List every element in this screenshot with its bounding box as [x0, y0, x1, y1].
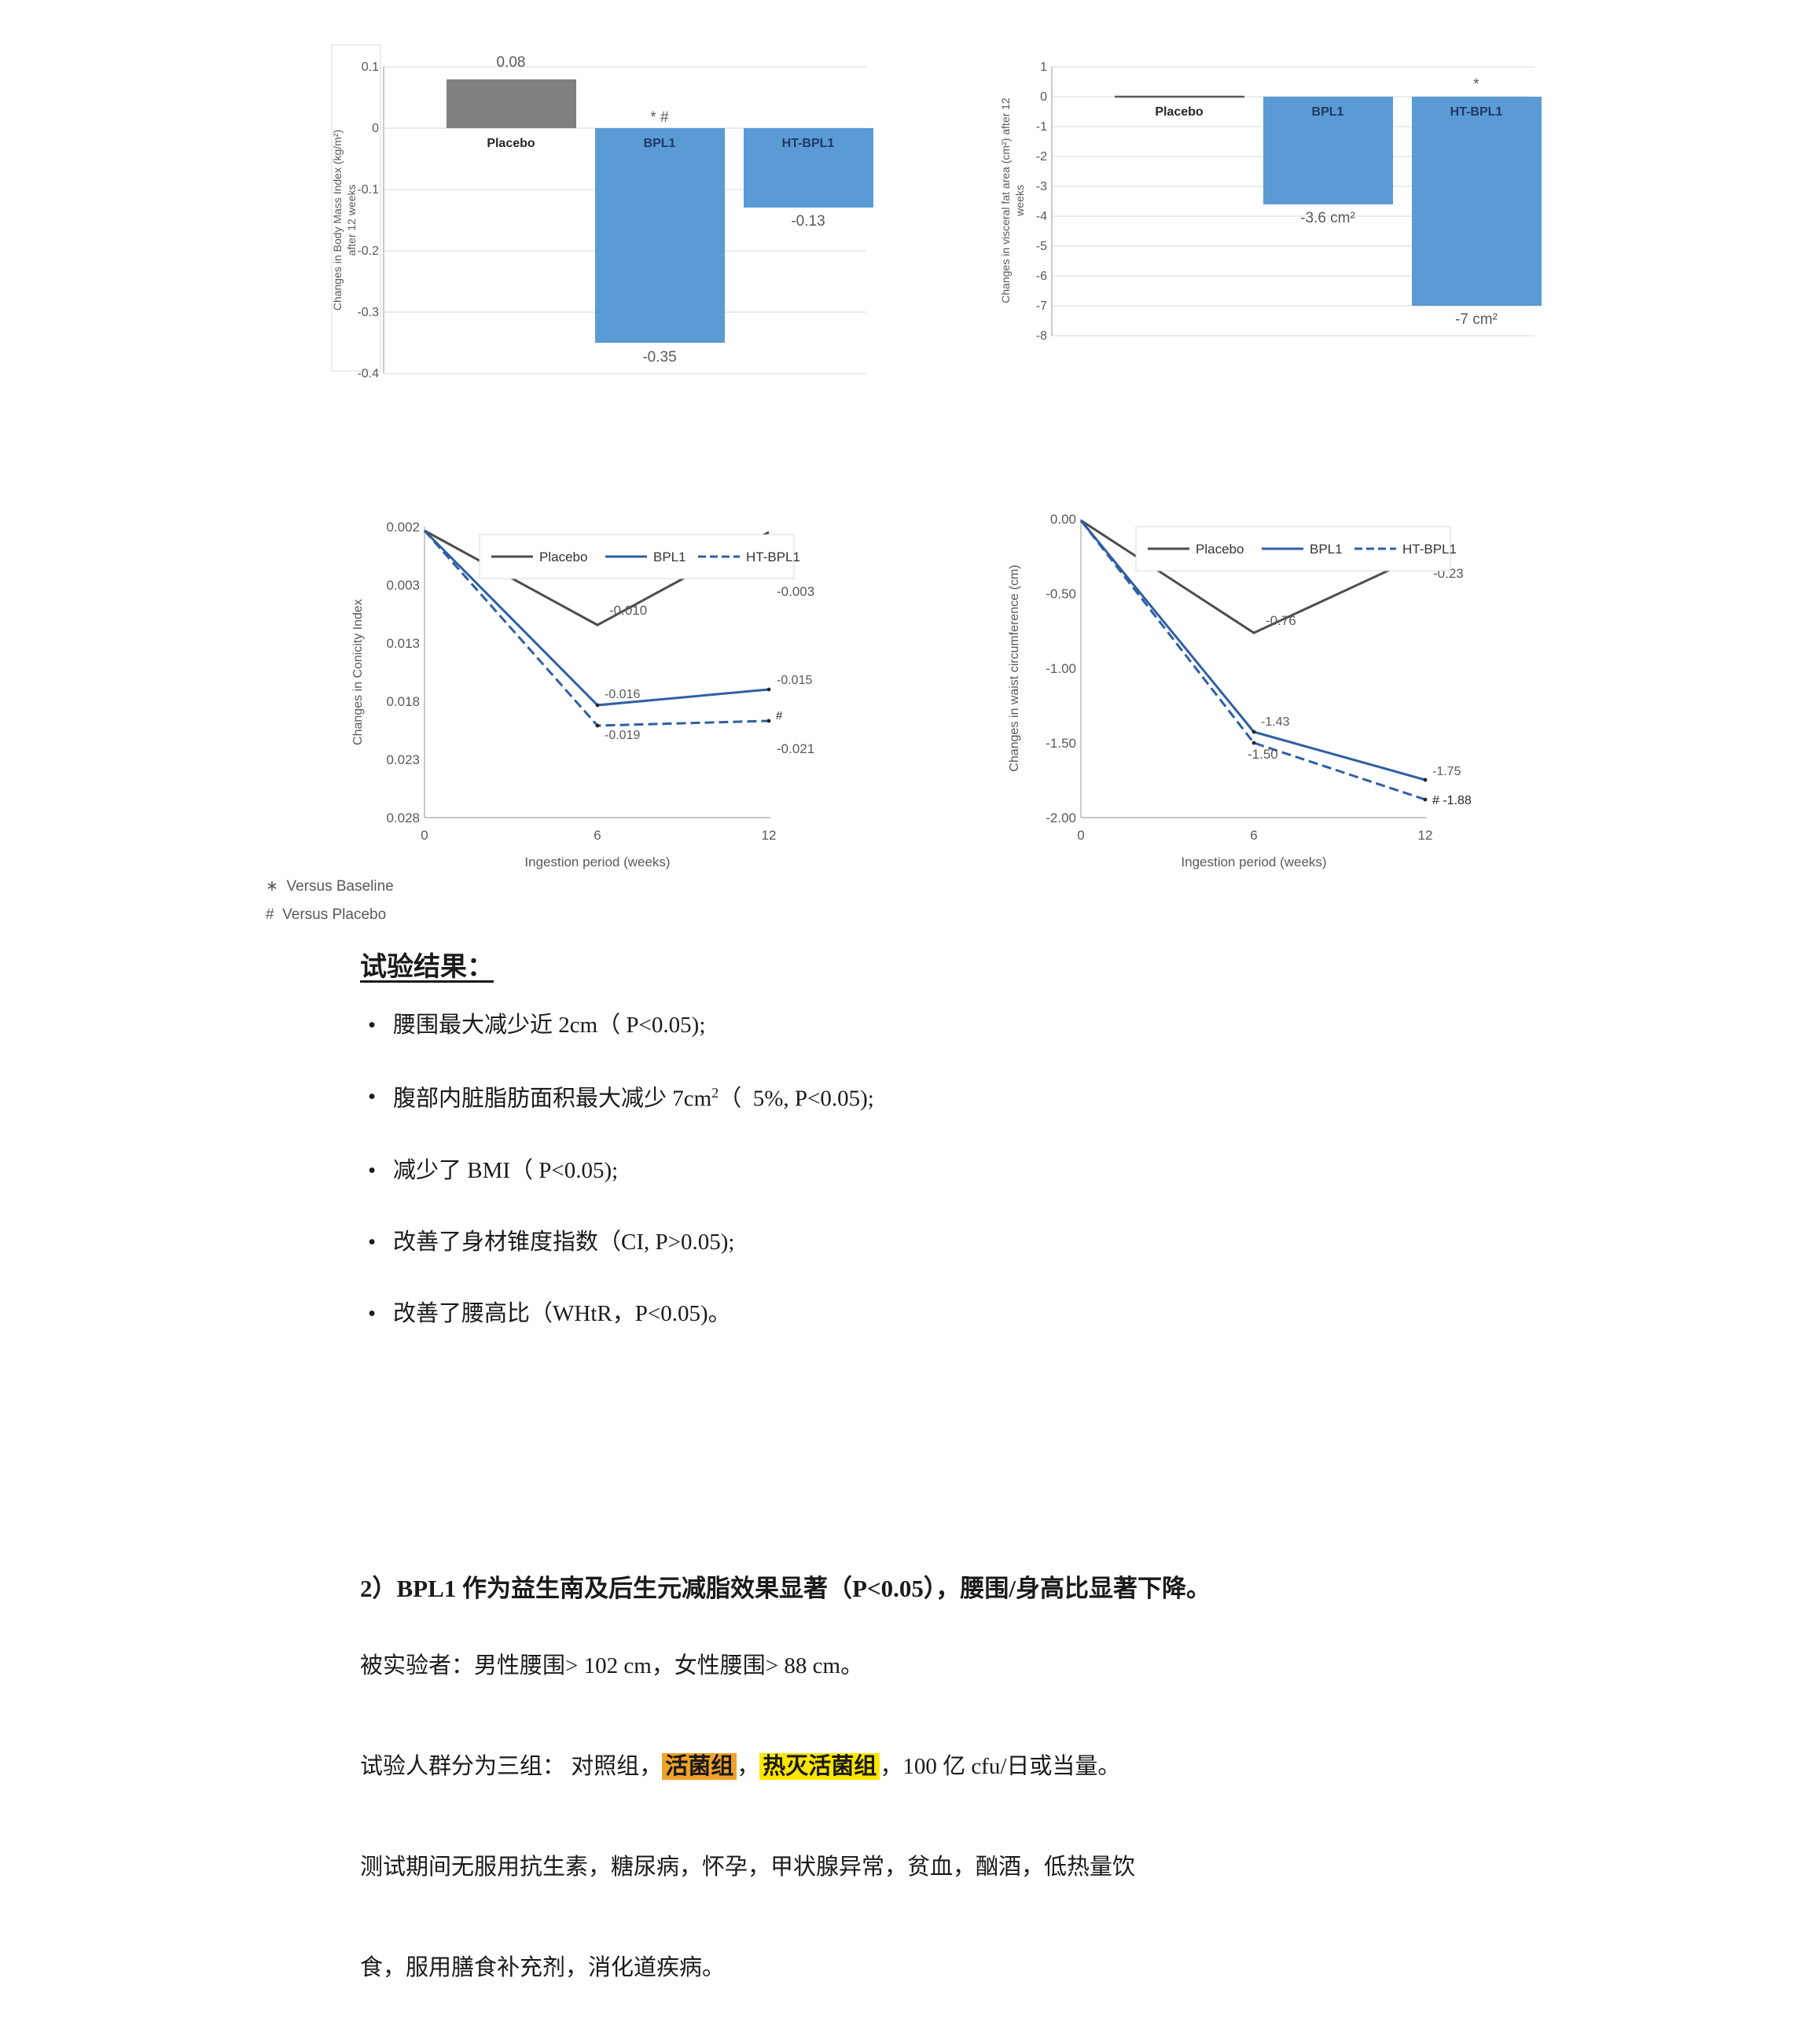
svg-text:-0.016: -0.016 [605, 688, 640, 701]
svg-text:-1.00: -1.00 [1046, 661, 1076, 676]
svg-text:BPL1: BPL1 [1312, 105, 1344, 119]
svg-text:Placebo: Placebo [1196, 542, 1244, 557]
svg-text:0.003: 0.003 [386, 578, 420, 593]
svg-text:BPL1: BPL1 [653, 550, 686, 564]
svg-text:-1.50: -1.50 [1046, 736, 1076, 751]
svg-text:-0.4: -0.4 [357, 367, 379, 380]
svg-text:-0.35: -0.35 [642, 349, 676, 366]
svg-text:-7 cm²: -7 cm² [1455, 311, 1498, 328]
svg-text:1: 1 [1040, 61, 1047, 74]
svg-text:Ingestion period (weeks): Ingestion period (weeks) [1181, 855, 1326, 869]
svg-text:-1: -1 [1036, 120, 1047, 134]
svg-text:-7: -7 [1036, 300, 1047, 313]
svg-text:0.028: 0.028 [386, 811, 420, 825]
svg-text:Changes in visceral fat area (: Changes in visceral fat area (cm²) after… [999, 97, 1012, 303]
svg-text:-0.021: -0.021 [777, 741, 814, 756]
svg-text:-0.2: -0.2 [357, 244, 379, 258]
svg-text:-1.43: -1.43 [1261, 715, 1290, 729]
svg-text:0.08: 0.08 [497, 54, 526, 71]
svg-text:-0.019: -0.019 [605, 729, 640, 742]
svg-text:0.1: 0.1 [362, 61, 379, 74]
svg-text:BPL1: BPL1 [1310, 542, 1343, 557]
svg-text:Changes in Body Mass Index (kg: Changes in Body Mass Index (kg/m²) [331, 130, 344, 311]
svg-text:0.018: 0.018 [386, 694, 420, 709]
svg-text:-0.003: -0.003 [777, 584, 814, 599]
svg-text:-1.75: -1.75 [1432, 765, 1461, 778]
svg-text:#: # [776, 709, 783, 722]
svg-text:0.00: 0.00 [1050, 512, 1076, 527]
svg-text:0: 0 [421, 828, 428, 843]
svg-text:-0.015: -0.015 [777, 674, 812, 687]
svg-text:0: 0 [1077, 828, 1084, 843]
svg-text:# -1.88: # -1.88 [1432, 794, 1472, 807]
svg-text:HT-BPL1: HT-BPL1 [1402, 542, 1457, 557]
svg-text:-0.76: -0.76 [1266, 613, 1296, 628]
svg-text:BPL1: BPL1 [644, 137, 676, 150]
svg-text:-5: -5 [1036, 240, 1047, 253]
svg-text:-0.3: -0.3 [357, 306, 379, 319]
svg-text:Placebo: Placebo [1155, 105, 1204, 119]
svg-text:Ingestion period (weeks): Ingestion period (weeks) [524, 855, 670, 869]
svg-text:weeks: weeks [1013, 185, 1026, 217]
svg-text:HT-BPL1: HT-BPL1 [782, 137, 835, 150]
svg-text:0.013: 0.013 [386, 636, 420, 651]
svg-text:0: 0 [372, 122, 379, 135]
svg-text:-0.13: -0.13 [791, 213, 825, 230]
svg-text:12: 12 [1418, 828, 1433, 843]
svg-text:-1.50: -1.50 [1248, 747, 1278, 762]
svg-text:HT-BPL1: HT-BPL1 [746, 550, 800, 564]
svg-text:-4: -4 [1036, 210, 1047, 223]
svg-text:6: 6 [594, 828, 601, 843]
svg-text:Placebo: Placebo [487, 137, 535, 150]
svg-text:HT-BPL1: HT-BPL1 [1450, 105, 1503, 119]
svg-text:-0.010: -0.010 [609, 603, 647, 618]
svg-text:0.023: 0.023 [386, 752, 420, 767]
svg-text:* #: * # [650, 109, 669, 126]
svg-text:after 12 weeks: after 12 weeks [345, 184, 358, 256]
svg-text:-3.6 cm²: -3.6 cm² [1300, 210, 1355, 226]
svg-text:Placebo: Placebo [539, 550, 587, 564]
svg-text:*: * [1473, 76, 1479, 93]
svg-text:-2.00: -2.00 [1046, 811, 1076, 825]
svg-text:-6: -6 [1036, 270, 1047, 283]
svg-text:-0.50: -0.50 [1046, 586, 1076, 601]
svg-text:-8: -8 [1036, 329, 1047, 343]
svg-text:0.002: 0.002 [386, 520, 420, 535]
svg-text:Changes in Conicity Index: Changes in Conicity Index [351, 599, 365, 745]
svg-text:-0.1: -0.1 [357, 183, 379, 197]
svg-text:-2: -2 [1036, 150, 1047, 164]
svg-text:12: 12 [762, 828, 777, 843]
svg-text:-3: -3 [1036, 180, 1047, 193]
svg-text:Changes in waist circumference: Changes in waist circumference (cm) [1008, 564, 1021, 771]
svg-text:6: 6 [1250, 828, 1257, 843]
svg-text:0: 0 [1040, 90, 1047, 104]
